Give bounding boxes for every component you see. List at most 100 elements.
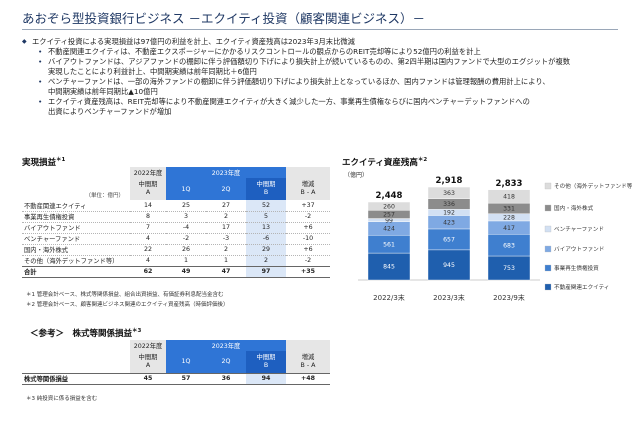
bar-value-label: 424	[383, 226, 395, 233]
category-label: 2022/3末	[373, 293, 405, 302]
ref-header-1q: 1Q	[166, 351, 206, 373]
footnote-1: ＊1 管理会計ベース、株式等関係損益、組合出資損益、有価証券利息配当金含む	[26, 292, 224, 298]
header-interim-b-label: 中間期	[256, 181, 276, 188]
total-b: 97	[246, 265, 286, 278]
total-a: 62	[130, 265, 166, 278]
row-diff: -10	[286, 233, 330, 245]
bar-value-label: 753	[503, 265, 515, 272]
legend-label: バイアウトファンド	[554, 245, 604, 253]
bullet-sub-buyout: バイアウトファンドは、アジアファンドの棚卸に伴う評価額切り下げにより損失計上が続…	[22, 57, 622, 77]
row-2q: -3	[206, 233, 246, 245]
header-2q: 2Q	[206, 178, 246, 200]
row-label: 不動産関連エクイティ	[22, 200, 130, 212]
row-2q: 2	[206, 211, 246, 223]
row-2q: 27	[206, 200, 246, 212]
bar-value-label: 418	[503, 194, 515, 201]
row-label: バイアウトファンド	[22, 222, 130, 234]
reference-title-sup: ＊3	[132, 328, 142, 334]
table-row: 事業再生債権投資 8 3 2 5 -2	[22, 211, 330, 223]
chart-unit: （億円）	[344, 172, 369, 179]
bar-value-label: 260	[383, 203, 395, 210]
chart-title: エクイティ資産残高＊2	[342, 155, 427, 168]
legend-label: その他（海外デットファンド等）	[554, 182, 632, 190]
header-diff-label: 増減	[301, 181, 315, 188]
row-b: 52	[246, 200, 286, 212]
row-1q: 25	[166, 200, 206, 212]
bullet-sub-venture: ベンチャーファンドは、一部の海外ファンドの棚卸に伴う評価額切り下げにより損失計上…	[22, 77, 622, 97]
table-row: バイアウトファンド 7 -4 17 13 +6	[22, 222, 330, 234]
header-interim-a: 中間期 A	[130, 178, 166, 200]
bar-value-label: 228	[503, 215, 515, 222]
row-a: 22	[130, 244, 166, 256]
row-a: 4	[130, 233, 166, 245]
ref-header-2023: 2023年度	[166, 340, 286, 351]
ref-header-b-label: B	[263, 361, 269, 369]
realized-title-text: 実現損益	[22, 157, 57, 168]
bar-value-label: 417	[503, 225, 515, 232]
ref-header-interim-b: 中間期 B	[246, 351, 286, 373]
row-diff: +6	[286, 222, 330, 234]
bar-value-label: 423	[443, 219, 455, 226]
row-label: その他（海外デットファンド等）	[22, 255, 130, 267]
row-diff: -2	[286, 255, 330, 267]
row-diff: -2	[286, 211, 330, 223]
bullet-sub-buyout-line1: バイアウトファンドは、アジアファンドの棚卸に伴う評価額切り下げにより損失計上が続…	[48, 57, 571, 66]
row-diff: +37	[286, 200, 330, 212]
header-1q: 1Q	[166, 178, 206, 200]
bar-segment	[427, 186, 471, 199]
row-b: 13	[246, 222, 286, 234]
row-1q: 3	[166, 211, 206, 223]
table-row: その他（海外デットファンド等） 4 1 1 2 -2	[22, 255, 330, 267]
row-2q: 2	[206, 244, 246, 256]
ref-header-interim-a-label: 中間期	[138, 353, 158, 361]
bar-total-label: 2,448	[376, 191, 403, 201]
bar-value-label: 331	[503, 206, 515, 213]
bullet-sub-buyout-line2: 実現したことにより利益計上、中間期実績は前年同期比＋6億円	[48, 67, 257, 76]
chart-title-text: エクイティ資産残高	[342, 157, 418, 168]
bar-total-label: 2,833	[496, 179, 523, 189]
ref-row-diff: +48	[286, 372, 330, 385]
bullet-sub-assets-line1: エクイティ資産残高は、REIT売却等により不動産関連エクイティが大きく減少した一…	[48, 97, 530, 106]
bar-segment	[487, 189, 531, 204]
legend-label: 国内・海外株式	[554, 204, 594, 212]
bar-value-label: 257	[383, 212, 395, 219]
table-row: 国内・海外株式 22 26 2 29 +6	[22, 244, 330, 256]
header-2023: 2023年度	[166, 167, 286, 178]
legend-label: 事業再生債権投資	[554, 264, 599, 272]
header-interim-a-label: 中間期	[138, 181, 158, 188]
ref-row-b: 94	[246, 372, 286, 385]
header-2022: 2022年度	[130, 167, 166, 178]
ref-header-diff-formula: B - A	[300, 361, 316, 369]
header-a-label: A	[145, 189, 151, 196]
row-a: 7	[130, 222, 166, 234]
table-row: ベンチャーファンド 4 -2 -3 -6 -10	[22, 233, 330, 245]
ref-row-1q: 57	[166, 372, 206, 385]
ref-header-a-label: A	[145, 361, 151, 369]
realized-title: 実現損益＊1	[22, 155, 65, 168]
ref-header-diff-label: 増減	[301, 353, 315, 361]
row-1q: -4	[166, 222, 206, 234]
ref-header-2022: 2022年度	[130, 340, 166, 351]
row-2q: 17	[206, 222, 246, 234]
header-diff: 増減 B - A	[286, 178, 330, 200]
legend-label: 不動産関連エクイティ	[554, 283, 610, 291]
total-diff: +35	[286, 265, 330, 278]
bullet-sub-venture-line1: ベンチャーファンドは、一部の海外ファンドの棚卸に伴う評価額切り下げにより損失計上…	[48, 77, 550, 86]
chart-title-sup: ＊2	[417, 157, 428, 163]
ref-header-interim-a: 中間期 A	[130, 351, 166, 373]
total-2q: 47	[206, 265, 246, 278]
ref-row-a: 45	[130, 372, 166, 385]
ref-row-label: 株式等関係損益	[22, 372, 130, 385]
legend-label: ベンチャーファンド	[554, 226, 604, 233]
row-diff: +6	[286, 244, 330, 256]
row-label: 事業再生債権投資	[22, 211, 130, 223]
header-diff-formula: B - A	[300, 189, 316, 196]
header-interim-b: 中間期 B	[246, 178, 286, 200]
category-label: 2023/9末	[493, 293, 525, 302]
row-a: 8	[130, 211, 166, 223]
footnote-2: ＊2 管理会計ベース、顧客関連ビジネス関連のエクイティ資産残高（時価評価後）	[26, 302, 229, 308]
bar-value-label: 561	[383, 241, 395, 248]
row-b: 2	[246, 255, 286, 267]
ref-row: 株式等関係損益 45 57 36 94 +48	[22, 372, 330, 385]
